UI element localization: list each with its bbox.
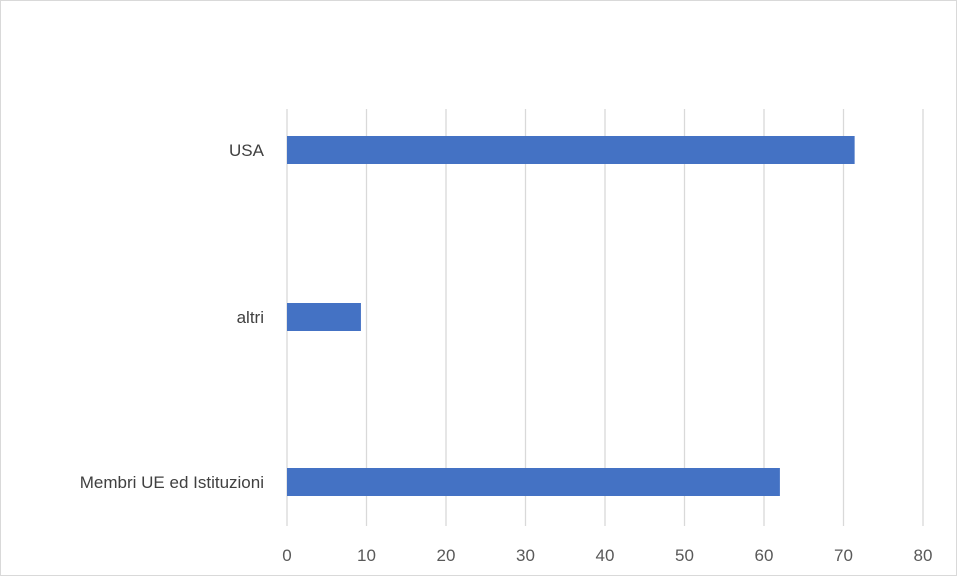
category-label-altri: altri	[237, 308, 264, 327]
x-axis-tick-labels: 0 10 20 30 40 50 60 70 80	[282, 546, 932, 565]
x-tick-label-20: 20	[437, 546, 456, 565]
x-tick-label-50: 50	[675, 546, 694, 565]
x-tick-label-0: 0	[282, 546, 291, 565]
x-tick-label-30: 30	[516, 546, 535, 565]
bars	[287, 136, 855, 496]
bar-altri	[287, 303, 361, 331]
category-labels: USA altri Membri UE ed Istituzioni	[80, 141, 265, 492]
x-tick-label-70: 70	[834, 546, 853, 565]
category-label-membri-ue-ed-istituzioni: Membri UE ed Istituzioni	[80, 473, 264, 492]
x-tick-label-10: 10	[357, 546, 376, 565]
x-tick-label-40: 40	[596, 546, 615, 565]
bar-membri-ue-ed-istituzioni	[287, 468, 780, 496]
bar-usa	[287, 136, 855, 164]
x-tick-label-60: 60	[755, 546, 774, 565]
gridlines	[286, 109, 924, 526]
x-tick-label-80: 80	[914, 546, 933, 565]
category-label-usa: USA	[229, 141, 265, 160]
